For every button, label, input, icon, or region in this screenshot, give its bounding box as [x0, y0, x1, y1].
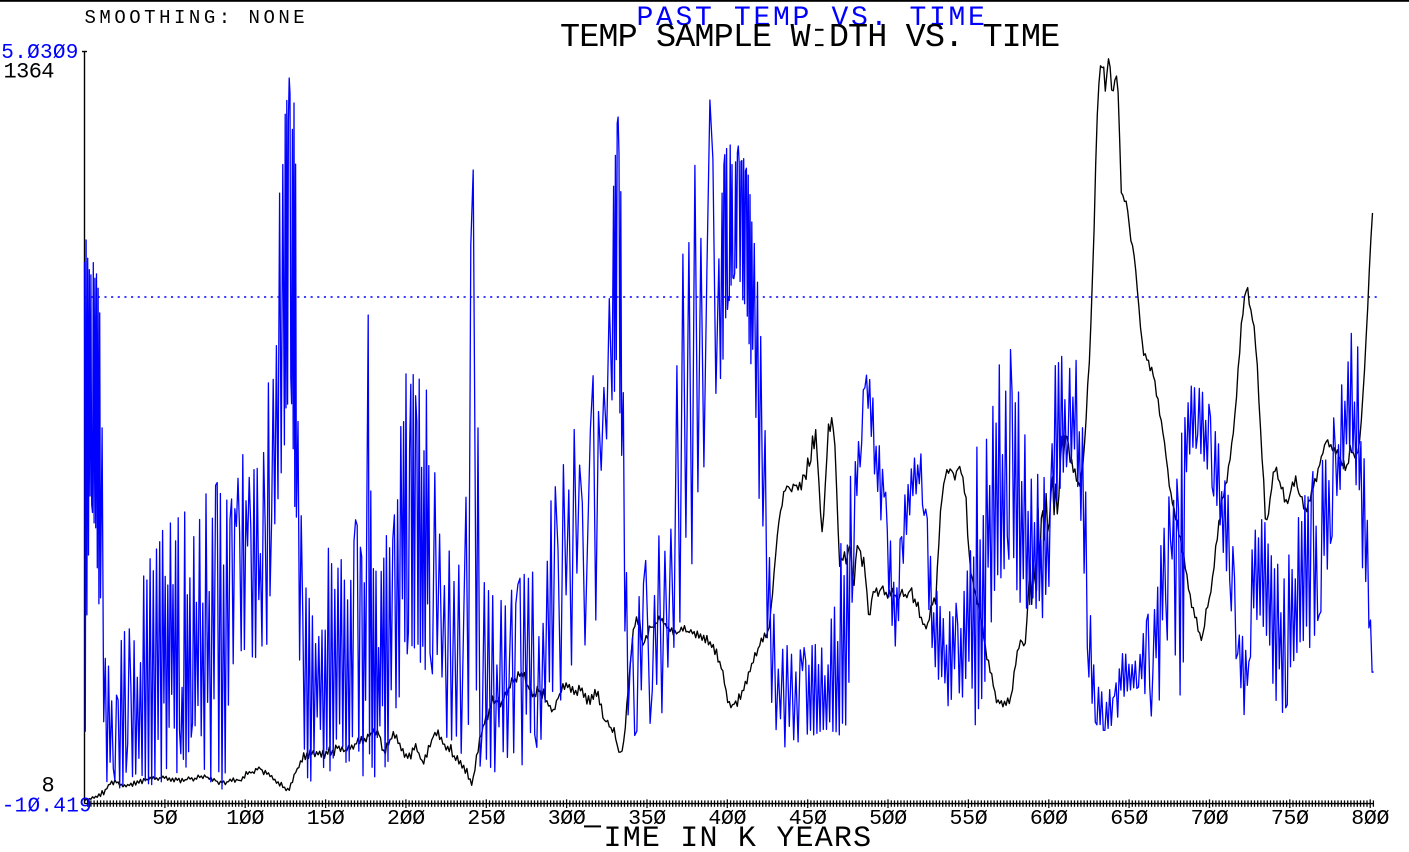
svg-text:8ØØ: 8ØØ	[1351, 807, 1389, 831]
svg-text:25Ø: 25Ø	[467, 807, 505, 831]
svg-text:15Ø: 15Ø	[307, 807, 345, 831]
svg-text:-1Ø.419: -1Ø.419	[2, 795, 92, 818]
svg-text:35Ø: 35Ø	[628, 807, 666, 831]
svg-text:IME IN K YEARS: IME IN K YEARS	[604, 822, 873, 852]
svg-text:6ØØ: 6ØØ	[1030, 807, 1068, 831]
svg-text:5ØØ: 5ØØ	[869, 807, 907, 831]
svg-text:3ØØ: 3ØØ	[548, 807, 586, 831]
svg-text:2ØØ: 2ØØ	[387, 807, 425, 831]
svg-text:7ØØ: 7ØØ	[1191, 807, 1229, 831]
svg-text:PAST TEMP VS. TIME: PAST TEMP VS. TIME	[637, 3, 988, 34]
svg-text:5.Ø3Ø9: 5.Ø3Ø9	[1, 42, 78, 65]
svg-text:SMOOTHING: NONE: SMOOTHING: NONE	[85, 7, 308, 29]
svg-text:45Ø: 45Ø	[789, 807, 827, 831]
svg-text:TEMP SAMPLE W DTH VS. TIME: TEMP SAMPLE W DTH VS. TIME	[560, 19, 1059, 57]
svg-text:1ØØ: 1ØØ	[226, 807, 264, 831]
svg-text:55Ø: 55Ø	[949, 807, 987, 831]
svg-text:1364: 1364	[4, 60, 55, 85]
svg-text:65Ø: 65Ø	[1110, 807, 1148, 831]
svg-text:5Ø: 5Ø	[152, 807, 178, 831]
svg-text:8: 8	[42, 773, 55, 798]
svg-text:4ØØ: 4ØØ	[708, 807, 746, 831]
svg-text:75Ø: 75Ø	[1271, 807, 1309, 831]
